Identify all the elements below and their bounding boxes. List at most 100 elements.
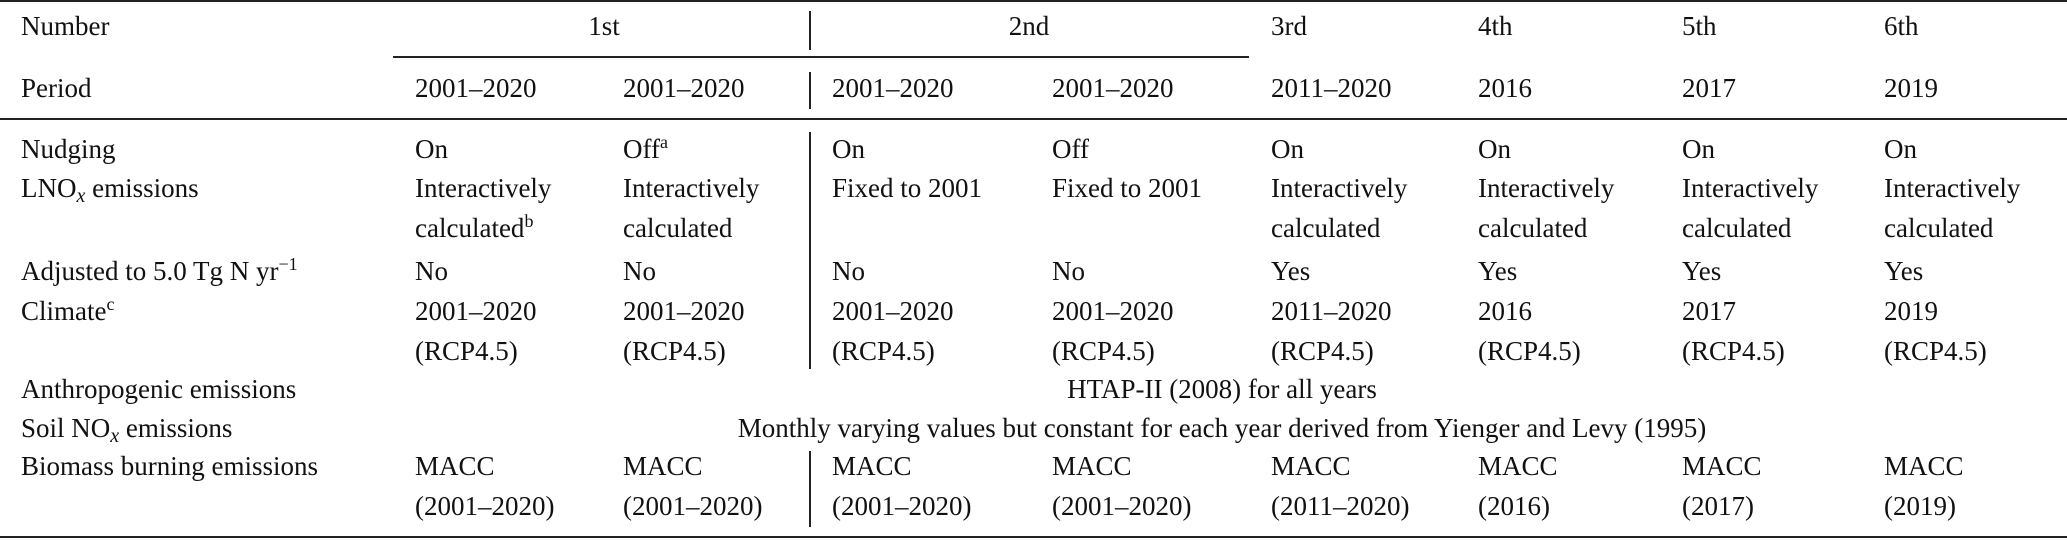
cell: On — [832, 134, 865, 164]
cell: Yes — [1682, 256, 1722, 286]
cell: No — [832, 256, 865, 286]
cell: (2001–2020) — [832, 491, 972, 521]
cell: 2001–2020 — [623, 296, 745, 326]
label-part: emissions — [85, 173, 199, 203]
cell: (2019) — [1884, 491, 1956, 521]
row-label: Nudging — [21, 133, 116, 165]
cell: Interactively — [1478, 173, 1615, 203]
column-group: 3rd — [1271, 11, 1307, 41]
cell: No — [1052, 256, 1085, 286]
row-label: LNOx emissions — [21, 172, 199, 207]
cell: Interactively — [623, 173, 760, 203]
rule — [809, 11, 811, 50]
cell: (RCP4.5) — [623, 336, 726, 366]
cell: On — [1682, 134, 1715, 164]
span-cell: Monthly varying values but constant for … — [737, 413, 1707, 443]
cell: MACC — [1682, 451, 1762, 481]
rule — [0, 536, 2067, 538]
cell: MACC — [1478, 451, 1558, 481]
cell: On — [1271, 134, 1304, 164]
cell: MACC — [415, 451, 495, 481]
cell: (RCP4.5) — [415, 336, 518, 366]
column-group: 4th — [1478, 11, 1513, 41]
cell: (RCP4.5) — [1271, 336, 1374, 366]
label-part: Adjusted to 5.0 Tg N yr — [21, 256, 279, 286]
label-part: Climate — [21, 296, 107, 326]
cell: MACC — [1884, 451, 1964, 481]
footnote-mark: b — [524, 211, 534, 231]
cell: MACC — [623, 451, 703, 481]
cell: (RCP4.5) — [1478, 336, 1581, 366]
column-group: 5th — [1682, 11, 1717, 41]
cell: MACC — [1271, 451, 1351, 481]
row-label: Climatec — [21, 295, 114, 327]
period: 2016 — [1478, 73, 1532, 103]
label-part: −1 — [278, 254, 298, 274]
cell: (RCP4.5) — [1884, 336, 1987, 366]
label-part: x — [76, 185, 86, 207]
row-label: Biomass burning emissions — [21, 450, 318, 482]
label-part: c — [106, 294, 115, 314]
cell: (2016) — [1478, 491, 1550, 521]
cell: MACC — [832, 451, 912, 481]
cell: No — [623, 256, 656, 286]
cell: Fixed to 2001 — [832, 173, 983, 203]
label-part: Anthropogenic emissions — [21, 374, 297, 404]
rule — [809, 451, 811, 527]
cell: (RCP4.5) — [832, 336, 935, 366]
cell: calculated — [1478, 213, 1588, 243]
cell: MACC — [1052, 451, 1132, 481]
header-label: Number — [21, 11, 110, 41]
label-part: emissions — [119, 413, 233, 443]
cell: (2017) — [1682, 491, 1754, 521]
cell: Yes — [1478, 256, 1518, 286]
cell: (2001–2020) — [623, 491, 763, 521]
rule — [393, 56, 1249, 58]
cell: Off — [1052, 134, 1089, 164]
cell: 2001–2020 — [415, 296, 537, 326]
cell: Yes — [1271, 256, 1311, 286]
cell: Yes — [1884, 256, 1924, 286]
cell: (2011–2020) — [1271, 491, 1410, 521]
header-label: Period — [21, 73, 92, 103]
column-group: 1st — [588, 11, 620, 41]
label-part: Soil NO — [21, 413, 111, 443]
cell: Interactively — [1884, 173, 2021, 203]
cell: On — [1478, 134, 1511, 164]
period: 2001–2020 — [415, 73, 537, 103]
row-label: Anthropogenic emissions — [21, 373, 296, 405]
cell: calculated — [1271, 213, 1381, 243]
cell: 2019 — [1884, 296, 1938, 326]
cell: 2001–2020 — [1052, 296, 1174, 326]
cell: On — [1884, 134, 1917, 164]
cell: calculated — [1884, 213, 1994, 243]
period: 2001–2020 — [1052, 73, 1174, 103]
column-group: 6th — [1884, 11, 1919, 41]
label-part: LNO — [21, 173, 77, 203]
cell: (2001–2020) — [1052, 491, 1192, 521]
period: 2011–2020 — [1271, 73, 1392, 103]
cell: No — [415, 256, 448, 286]
row-label: Adjusted to 5.0 Tg N yr−1 — [21, 255, 298, 287]
cell: Interactively — [415, 173, 552, 203]
cell: 2011–2020 — [1271, 296, 1392, 326]
column-group: 2nd — [1008, 11, 1050, 41]
label-part: x — [110, 425, 120, 447]
period: 2017 — [1682, 73, 1736, 103]
cell: Offa — [623, 132, 668, 164]
cell: (RCP4.5) — [1682, 336, 1785, 366]
cell: (RCP4.5) — [1052, 336, 1155, 366]
cell: 2016 — [1478, 296, 1532, 326]
cell: (2001–2020) — [415, 491, 555, 521]
rule — [809, 132, 811, 369]
cell: calculated — [1682, 213, 1792, 243]
period: 2019 — [1884, 73, 1938, 103]
cell: calculatedb — [415, 211, 534, 243]
label-part: Nudging — [21, 134, 116, 164]
span-cell: HTAP-II (2008) for all years — [1067, 374, 1377, 404]
rule — [0, 0, 2067, 2]
footnote-mark: a — [660, 132, 668, 152]
cell: On — [415, 134, 448, 164]
cell: Interactively — [1271, 173, 1408, 203]
label-part: Biomass burning emissions — [21, 451, 319, 481]
